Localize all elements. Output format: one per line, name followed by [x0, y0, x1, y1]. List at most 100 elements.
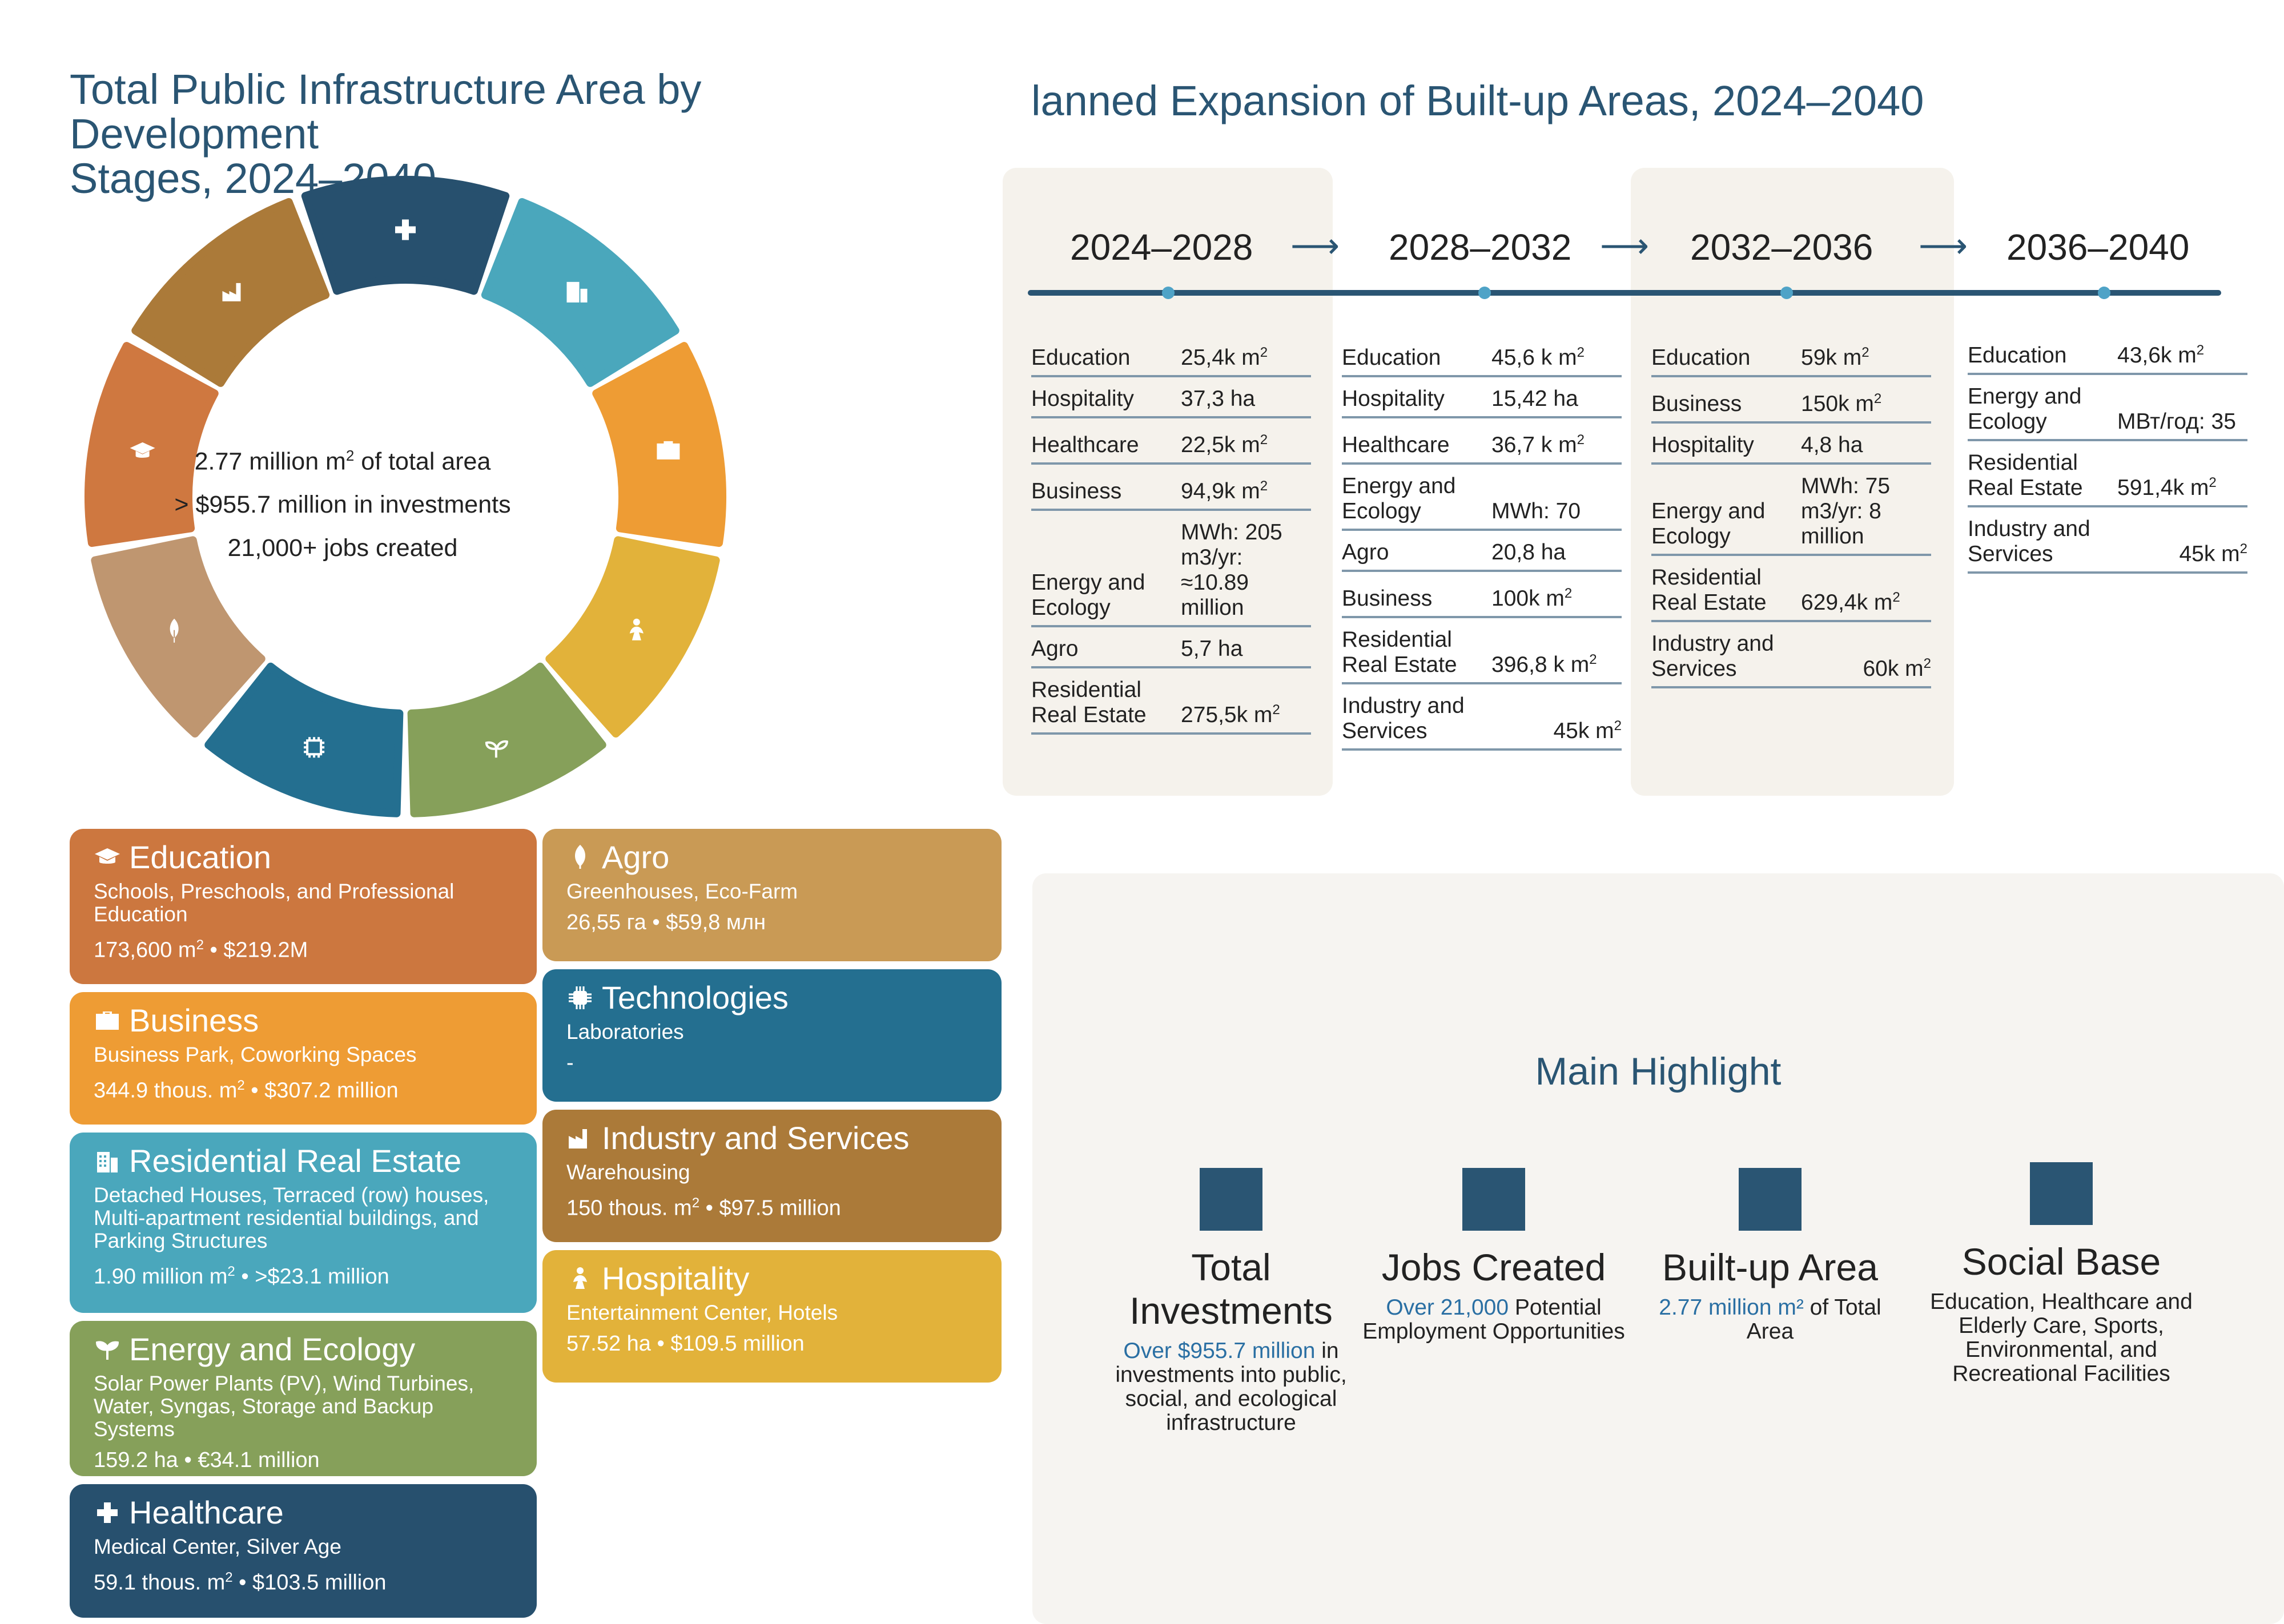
timeline-row-label: Energy and Ecology	[1342, 474, 1456, 523]
timeline-row: Education 43,6k m2	[1968, 338, 2247, 375]
square-icon	[1462, 1168, 1525, 1231]
timeline-row-value: 591,4k m2	[2117, 475, 2217, 500]
timeline-row: Residential Real Estate 275,5k m2	[1031, 678, 1311, 735]
factory-icon	[569, 1129, 587, 1149]
sprout-icon	[95, 1341, 119, 1360]
timeline-row-value: MWh: 70	[1491, 499, 1581, 523]
timeline-dot	[1162, 287, 1175, 299]
card-agro-desc: Greenhouses, Eco-Farm	[566, 880, 798, 903]
briefcase-icon	[96, 1012, 119, 1030]
timeline-row: Agro 5,7 ha	[1031, 636, 1311, 668]
timeline-period-1: 2024–2028	[1070, 227, 1253, 268]
timeline-row: Industry and Services 45k m2	[1968, 517, 2247, 574]
timeline-row-value: 59k m2	[1801, 345, 1869, 370]
highlight-built-up-area: Built-up Area 2.77 million m² of Total A…	[1633, 1168, 1907, 1344]
timeline-period-3: 2032–2036	[1690, 227, 1873, 268]
person-icon	[629, 618, 644, 640]
card-residential: Residential Real Estate Detached Houses,…	[70, 1133, 537, 1313]
timeline-row-value: 43,6k m2	[2117, 342, 2205, 368]
card-hospitality: Hospitality Entertainment Center, Hotels…	[542, 1250, 1002, 1383]
donut-segment-energy	[407, 662, 606, 817]
timeline-dot	[1478, 287, 1491, 299]
timeline-column-3: Education 59k m2 Business 150k m2 Hospitalit…	[1651, 340, 1931, 698]
highlight-panel	[1032, 873, 2284, 1624]
timeline-row-label: Business	[1342, 586, 1433, 611]
timeline-row-label: Education	[1968, 343, 2067, 368]
timeline-dot	[1780, 287, 1793, 299]
graduation-cap-icon	[130, 442, 155, 458]
card-residential-stat: 1.90 million m2 • >$23.1 million	[94, 1264, 389, 1289]
timeline-axis	[1028, 290, 2221, 296]
timeline-row: Energy and Ecology MWh: 75 m3/yr: 8 milli…	[1651, 474, 1931, 556]
timeline-row-label: Agro	[1031, 636, 1079, 661]
highlight-title: Main Highlight	[1535, 1050, 1782, 1093]
donut-center-text: 2.77 million m2 of total area > $955.7 m…	[174, 434, 511, 570]
square-icon	[1739, 1168, 1802, 1231]
timeline-row-label: Hospitality	[1031, 386, 1134, 411]
timeline-row-value: 94,9k m2	[1181, 478, 1268, 503]
timeline-row-value: 36,7 k m2	[1491, 432, 1585, 457]
timeline-box-3	[1631, 168, 1954, 796]
timeline-row-label: Energy and Ecology	[1968, 384, 2082, 434]
leaf-icon	[575, 844, 585, 869]
timeline-row-value: 37,3 ha	[1181, 386, 1256, 411]
donut-segment-education	[85, 342, 219, 547]
timeline-row-label: Energy and Ecology	[1031, 570, 1145, 620]
timeline-row-label: Residential Real Estate	[1342, 627, 1457, 677]
donut-segment-technologies	[204, 662, 404, 817]
timeline-row-label: Hospitality	[1651, 433, 1754, 457]
cross-icon	[97, 1502, 118, 1523]
card-technologies: Technologies Laboratories -	[542, 969, 1002, 1102]
card-agro-stat: 26,55 га • $59,8 млн	[566, 910, 766, 934]
timeline-row: Hospitality 15,42 ha	[1342, 386, 1622, 418]
donut-segment-hospitality	[545, 536, 720, 738]
timeline-row-value: 45k m2	[2179, 541, 2247, 566]
timeline-row-value: 275,5k m2	[1181, 702, 1280, 727]
timeline-row-value: 4,8 ha	[1801, 433, 1863, 457]
timeline-row-value: 5,7 ha	[1181, 636, 1243, 661]
highlight-jobs: Jobs Created Over 21,000 Potential Emplo…	[1357, 1168, 1631, 1344]
timeline-row: Business 150k m2	[1651, 386, 1931, 424]
factory-icon	[222, 283, 241, 301]
timeline-row-label: Education	[1031, 345, 1131, 370]
timeline-row-value: 25,4k m2	[1181, 345, 1268, 370]
timeline-row: Healthcare 22,5k m2	[1031, 428, 1311, 465]
card-energy: Energy and Ecology Solar Power Plants (P…	[70, 1321, 537, 1476]
card-technologies-stat: -	[566, 1051, 574, 1075]
timeline-row-label: Industry and Services	[1651, 631, 1774, 681]
donut-total-area: 2.77 million m2 of total area	[194, 447, 491, 475]
timeline-row-label: Industry and Services	[1342, 694, 1465, 743]
donut-jobs: 21,000+ jobs created	[227, 534, 458, 562]
timeline-row-value: 15,42 ha	[1491, 386, 1578, 411]
donut-segment-residential	[481, 198, 679, 387]
building-icon	[97, 1152, 118, 1172]
timeline-row: Hospitality 37,3 ha	[1031, 386, 1311, 418]
timeline-period-2: 2028–2032	[1389, 227, 1572, 268]
timeline-column-4: Education 43,6k m2 Energy and Ecology МВт/г…	[1968, 338, 2247, 583]
card-hospitality-stat: 57.52 ha • $109.5 million	[566, 1332, 805, 1356]
timeline-row: Agro 20,8 ha	[1342, 540, 1622, 572]
arrow-right-icon: ⟶	[1290, 227, 1340, 265]
card-industry: Industry and Services Warehousing 150 th…	[542, 1110, 1002, 1242]
timeline-row: Hospitality 4,8 ha	[1651, 433, 1931, 465]
timeline-row-label: Industry and Services	[1968, 517, 2090, 566]
timeline-row-value: 150k m2	[1801, 391, 1882, 416]
timeline-row-value: 100k m2	[1491, 586, 1573, 611]
timeline-row-label: Healthcare	[1031, 433, 1139, 457]
timeline-row: Industry and Services 45k m2	[1342, 694, 1622, 751]
timeline-row-label: Business	[1031, 479, 1122, 503]
timeline-row-label: Hospitality	[1342, 386, 1445, 411]
timeline-dot	[2098, 287, 2110, 299]
timeline-row-label: Residential Real Estate	[1031, 678, 1147, 727]
timeline-row-value: MWh: 75 m3/yr: 8 million	[1801, 474, 1891, 549]
timeline-row: Residential Real Estate 629,4k m2	[1651, 565, 1931, 622]
card-business-desc: Business Park, Coworking Spaces	[94, 1043, 417, 1066]
timeline-row-value: 45,6 k m2	[1491, 345, 1585, 370]
timeline-row-value: 45k m2	[1553, 718, 1622, 743]
card-education-desc: Schools, Preschools, and Professional Ed…	[94, 880, 455, 926]
timeline-row-label: Education	[1342, 345, 1441, 370]
sprout-icon	[485, 740, 508, 758]
person-icon	[573, 1267, 587, 1289]
timeline-row-label: Business	[1651, 392, 1742, 416]
card-education: Education Schools, Preschools, and Profe…	[70, 829, 537, 984]
